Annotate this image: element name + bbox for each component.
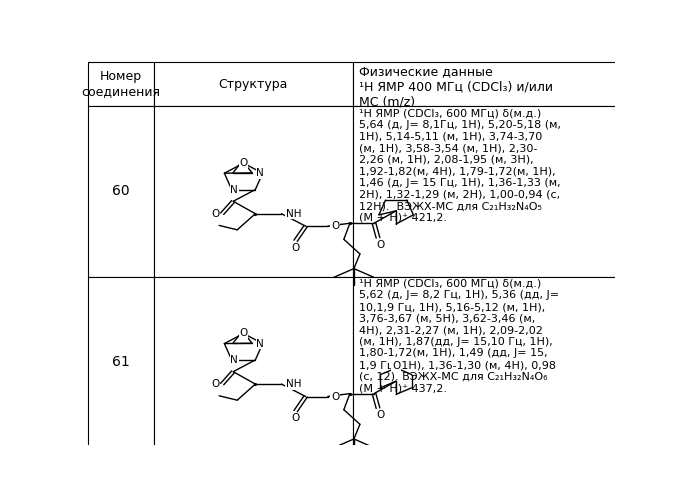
Text: N: N [230,355,238,365]
Text: O: O [239,328,248,338]
Text: O: O [211,208,219,218]
Text: O: O [292,242,300,252]
Text: N: N [230,184,238,194]
Text: ¹Н ЯМР (CDCl₃, 600 МГц) δ(м.д.)
5,64 (д, J= 8,1Гц, 1Н), 5,20-5,18 (м,
1Н), 5,14-: ¹Н ЯМР (CDCl₃, 600 МГц) δ(м.д.) 5,64 (д,… [359,108,561,223]
Text: 61: 61 [112,354,130,368]
Text: O: O [376,240,385,250]
Text: N: N [256,338,264,348]
Bar [154,106,352,276]
Bar [352,276,617,447]
Text: 60: 60 [112,184,130,198]
Text: NH: NH [285,379,301,389]
Text: Номер
соединения: Номер соединения [81,70,161,98]
Text: Структура: Структура [219,78,288,90]
Text: Физические данные
¹Н ЯМР 400 МГц (CDCl₃) и/или
МС (m/z): Физические данные ¹Н ЯМР 400 МГц (CDCl₃)… [359,65,553,108]
Bar [352,106,617,276]
Bar [88,62,154,106]
Bar [352,62,617,106]
Text: O: O [292,413,300,423]
Text: O: O [211,379,219,389]
Text: O: O [331,221,339,231]
Text: O: O [392,360,400,370]
Text: NH: NH [285,208,301,218]
Bar [88,276,154,447]
Text: N: N [256,168,264,178]
Text: ¹Н ЯМР (CDCl₃, 600 МГц) δ(м.д.)
5,62 (д, J= 8,2 Гц, 1Н), 5,36 (дд, J=
10,1,9 Гц,: ¹Н ЯМР (CDCl₃, 600 МГц) δ(м.д.) 5,62 (д,… [359,279,559,394]
Bar [154,62,352,106]
Text: O: O [331,392,339,402]
Bar [154,276,352,447]
Text: O: O [376,410,385,420]
Bar [88,106,154,276]
Text: O: O [239,158,248,168]
